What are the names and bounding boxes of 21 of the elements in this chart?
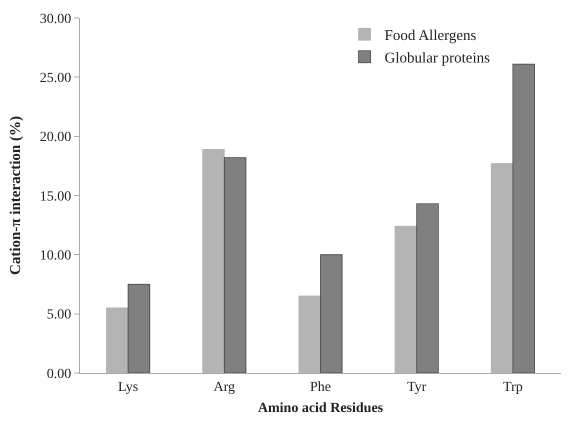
- bar: [224, 157, 246, 373]
- y-tick-label: 0.00: [46, 366, 72, 382]
- bar: [320, 254, 343, 373]
- x-tick-label: Phe: [310, 380, 331, 395]
- y-tick-label: 30.00: [40, 12, 72, 27]
- legend-label: Food Allergens: [384, 28, 477, 44]
- y-tick-label: 5.00: [46, 308, 72, 323]
- bar: [128, 284, 150, 373]
- x-axis-title: Amino acid Residues: [258, 401, 384, 416]
- y-tick-label: 10.00: [40, 248, 72, 264]
- x-tick-label: Lys: [118, 380, 138, 395]
- legend-label: Globular proteins: [384, 50, 490, 67]
- bar: [416, 203, 439, 373]
- x-tick-label: Trp: [503, 380, 523, 395]
- y-tick-label: 15.00: [40, 189, 72, 204]
- y-tick-label: 20.00: [40, 130, 72, 146]
- x-tick-label: Arg: [214, 380, 236, 395]
- bar: [512, 64, 535, 373]
- y-tick-label: 25.00: [40, 71, 72, 86]
- x-tick-label: Tyr: [407, 380, 427, 395]
- y-axis-title: Cation-π interaction (%): [8, 116, 24, 276]
